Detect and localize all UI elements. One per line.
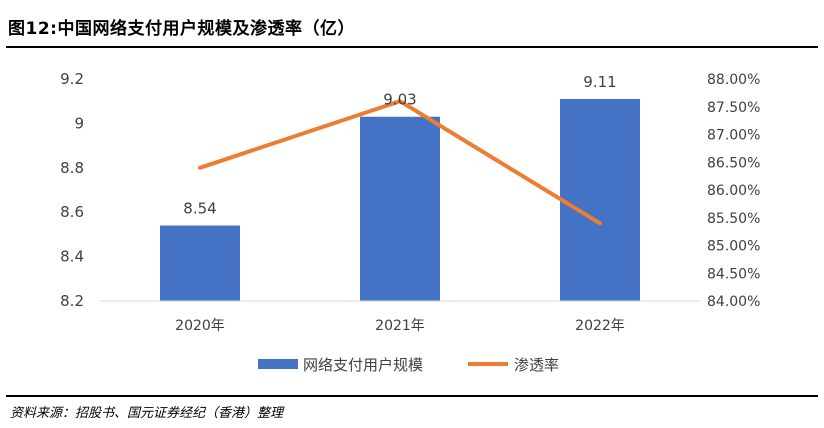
bar-2021年 [360, 116, 440, 302]
source-note: 资料来源：招股书、国元证券经纪（香港）整理 [10, 406, 284, 421]
labels-layer: 8.54 9.03 9.11 [183, 73, 616, 218]
data-label: 9.11 [583, 73, 616, 91]
right-axis-ticks: 84.00% 84.50% 85.00% 85.50% 86.00% 86.50% 87.0… [707, 72, 760, 310]
right-tick-label: 88.00% [707, 72, 760, 88]
bar-2020年 [160, 225, 240, 301]
line-layer [198, 99, 602, 226]
x-tick-label: 2021年 [375, 318, 425, 334]
right-tick-label: 84.50% [707, 266, 760, 282]
left-tick-label: 8.8 [60, 159, 84, 177]
bar-2022年 [560, 98, 640, 301]
legend: 网络支付用户规模 渗透率 [258, 356, 559, 374]
title-rule [6, 46, 818, 48]
right-tick-label: 87.00% [707, 128, 760, 144]
right-tick-label: 86.50% [707, 155, 760, 171]
left-tick-label: 8.6 [60, 203, 84, 221]
right-tick-label: 87.50% [707, 100, 760, 116]
x-axis-ticks: 2020年 2021年 2022年 [175, 318, 625, 334]
legend-swatch-bar [258, 359, 298, 369]
right-tick-label: 85.00% [707, 239, 760, 255]
left-tick-label: 8.2 [60, 292, 84, 310]
bars-layer [160, 98, 640, 302]
data-label: 8.54 [183, 200, 216, 218]
source-rule [6, 395, 818, 397]
left-tick-label: 8.4 [60, 248, 84, 266]
left-tick-label: 9 [74, 114, 84, 132]
legend-label-line: 渗透率 [514, 356, 559, 374]
right-tick-label: 84.00% [707, 294, 760, 310]
x-tick-label: 2022年 [575, 318, 625, 334]
left-tick-label: 9.2 [60, 70, 84, 88]
right-tick-label: 85.50% [707, 211, 760, 227]
chart: 8.54 9.03 9.11 8.2 8.4 8.6 8.8 9 9.2 84.00% 84.5… [60, 70, 760, 374]
x-tick-label: 2020年 [175, 318, 225, 334]
right-tick-label: 86.00% [707, 183, 760, 199]
left-axis-ticks: 8.2 8.4 8.6 8.8 9 9.2 [60, 70, 84, 310]
legend-label-bar: 网络支付用户规模 [303, 356, 423, 374]
figure-title: 图12:中国网络支付用户规模及渗透率（亿） [8, 19, 355, 39]
data-label: 9.03 [383, 91, 416, 109]
